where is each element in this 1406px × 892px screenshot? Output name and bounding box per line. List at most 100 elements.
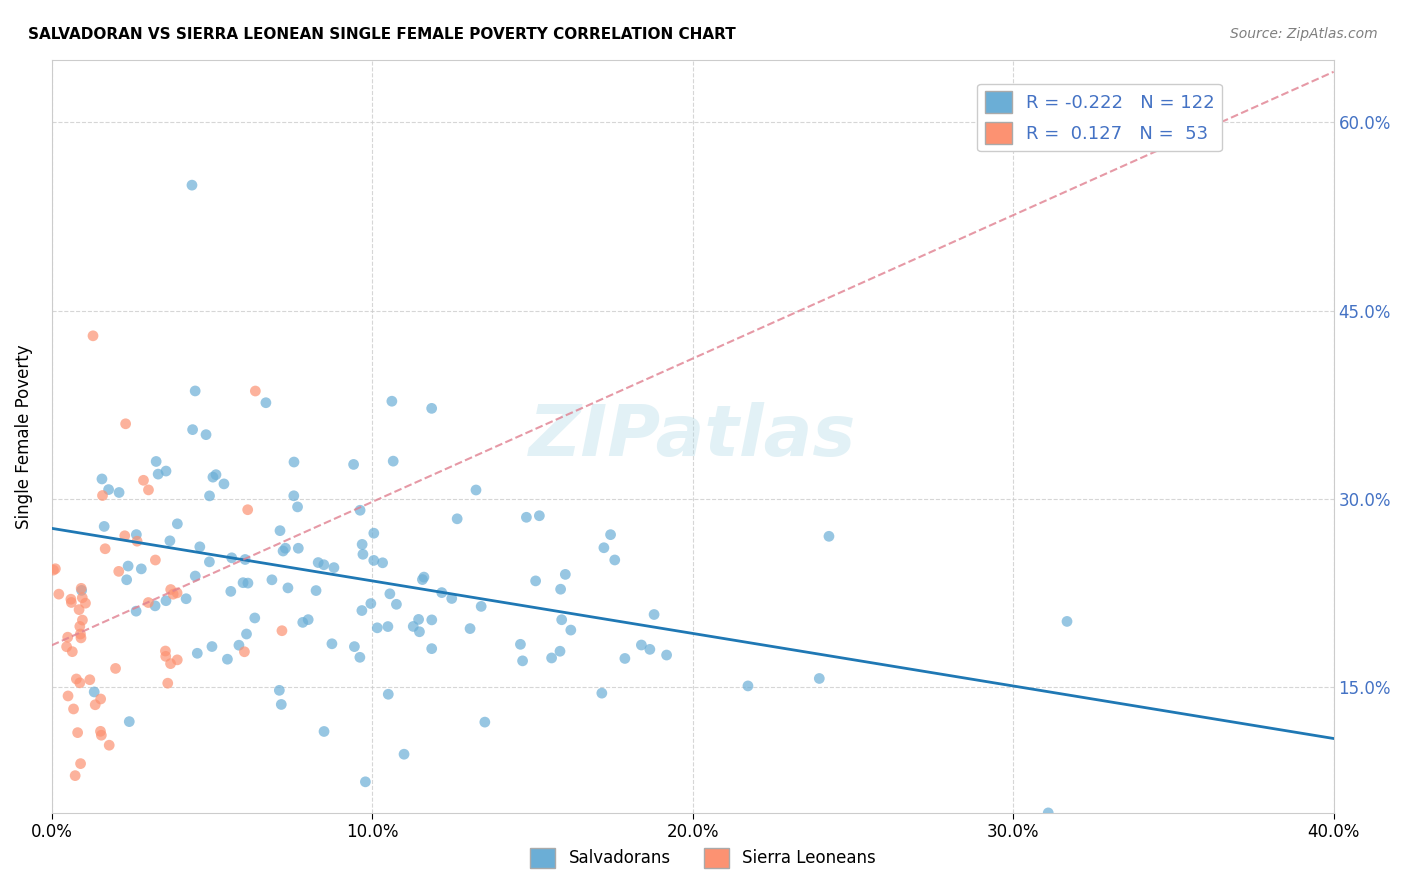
Point (274, 541, 297, 556)
Point (1056, 615, 1078, 629)
Point (48, 587, 70, 601)
Point (305, 583, 328, 598)
Point (378, 587, 401, 601)
Point (129, 562, 152, 576)
Point (219, 584, 242, 599)
Point (440, 591, 463, 606)
Point (72, 591, 94, 605)
Point (630, 638, 652, 652)
Point (186, 646, 208, 660)
Point (138, 483, 160, 497)
Point (114, 529, 136, 543)
Point (342, 458, 364, 472)
Point (97, 483, 120, 497)
Point (277, 581, 299, 595)
Point (243, 611, 266, 625)
Point (143, 599, 166, 613)
Point (297, 613, 319, 627)
Point (90, 728, 112, 742)
Point (591, 686, 613, 700)
Point (65, 672, 87, 686)
Point (233, 552, 256, 566)
Point (287, 541, 309, 556)
Point (411, 573, 433, 587)
Point (159, 657, 181, 671)
Point (360, 597, 382, 611)
Point (343, 640, 366, 654)
Point (638, 642, 661, 657)
Point (201, 640, 224, 654)
Point (420, 641, 443, 656)
Point (470, 599, 492, 614)
Point (381, 394, 404, 409)
Point (312, 558, 335, 572)
Point (352, 537, 374, 551)
Point (269, 524, 291, 538)
Text: ZIPatlas: ZIPatlas (529, 401, 856, 471)
Point (323, 560, 346, 574)
Point (560, 623, 582, 637)
Point (271, 544, 294, 558)
Point (808, 672, 831, 686)
Point (67, 602, 90, 616)
Point (312, 724, 335, 739)
Point (232, 575, 254, 590)
Point (599, 527, 621, 541)
Point (245, 384, 267, 398)
Point (145, 553, 167, 567)
Point (69, 756, 91, 771)
Point (291, 615, 314, 630)
Point (155, 649, 177, 664)
Point (70, 583, 93, 598)
Point (82, 328, 104, 343)
Point (162, 587, 184, 601)
Point (228, 638, 250, 652)
Point (44, 562, 66, 576)
Point (89, 724, 111, 739)
Point (198, 489, 221, 503)
Point (349, 503, 371, 517)
Point (155, 464, 177, 478)
Text: Source: ZipAtlas.com: Source: ZipAtlas.com (1230, 27, 1378, 41)
Point (260, 573, 283, 587)
Point (363, 526, 385, 541)
Point (66, 725, 89, 739)
Point (181, 178, 204, 193)
Point (118, 714, 141, 729)
Point (818, 529, 841, 543)
Point (107, 565, 129, 579)
Point (63, 769, 86, 783)
Point (408, 624, 430, 639)
Point (402, 619, 425, 633)
Point (104, 661, 127, 675)
Point (70, 631, 93, 645)
Point (212, 476, 235, 491)
Point (84, 698, 107, 712)
Point (166, 516, 188, 531)
Point (42, 563, 65, 577)
Point (62, 702, 84, 716)
Point (236, 502, 259, 516)
Point (174, 591, 197, 606)
Point (321, 637, 343, 651)
Point (221, 550, 243, 565)
Point (155, 644, 177, 658)
Point (613, 651, 636, 665)
Point (91, 489, 114, 503)
Point (515, 510, 537, 524)
Point (55, 640, 77, 654)
Point (550, 582, 572, 597)
Point (392, 747, 415, 762)
Point (529, 508, 551, 523)
Point (371, 556, 394, 570)
Point (548, 644, 571, 658)
Point (737, 679, 759, 693)
Point (465, 483, 488, 497)
Point (70, 582, 93, 596)
Point (420, 401, 443, 416)
Point (377, 619, 399, 633)
Point (446, 512, 468, 526)
Point (603, 553, 626, 567)
Point (1038, 805, 1060, 820)
Point (72, 613, 94, 627)
